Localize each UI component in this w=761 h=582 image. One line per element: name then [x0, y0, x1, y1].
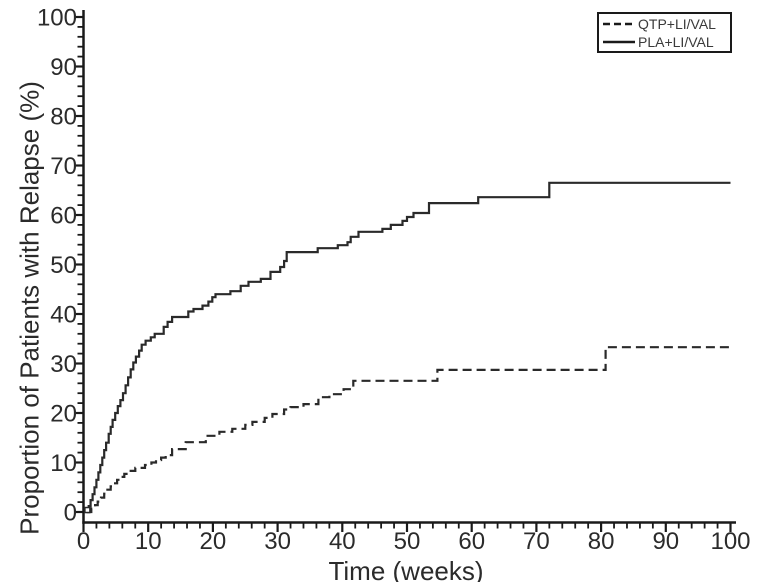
legend-item-qtp: QTP+LI/VAL: [603, 15, 730, 33]
y-tick-label-80: 80: [50, 104, 77, 131]
x-tick-label-60: 60: [458, 528, 485, 555]
legend-label-pla: PLA+LI/VAL: [638, 33, 714, 50]
y-tick-label-30: 30: [50, 351, 77, 378]
y-tick-label-20: 20: [50, 401, 77, 428]
y-tick-label-50: 50: [50, 252, 77, 279]
x-axis-title: Time (weeks): [328, 556, 484, 582]
legend-line-solid-icon: [603, 40, 635, 43]
origin-marker: [84, 506, 91, 514]
y-tick-label-70: 70: [50, 153, 77, 180]
y-tick-label-60: 60: [50, 203, 77, 230]
legend-box: QTP+LI/VAL PLA+LI/VAL: [597, 12, 732, 53]
y-tick-label-40: 40: [50, 302, 77, 329]
x-tick-label-100: 100: [710, 528, 750, 555]
x-tick-label-10: 10: [135, 528, 162, 555]
x-tick-label-90: 90: [652, 528, 679, 555]
legend-label-qtp: QTP+LI/VAL: [638, 15, 716, 32]
y-tick-label-90: 90: [50, 54, 77, 81]
x-tick-label-40: 40: [329, 528, 356, 555]
y-axis-title: Proportion of Patients with Relapse (%): [14, 81, 45, 535]
y-tick-label-10: 10: [50, 450, 77, 477]
x-tick-label-70: 70: [523, 528, 550, 555]
x-tick-label-30: 30: [264, 528, 291, 555]
legend-item-pla: PLA+LI/VAL: [603, 33, 730, 51]
curve-qtp-li-val: [86, 346, 731, 514]
legend-line-dashed-icon: [603, 22, 635, 25]
x-tick-label-50: 50: [394, 528, 421, 555]
x-tick-label-20: 20: [200, 528, 227, 555]
curve-pla-li-val: [86, 181, 731, 514]
x-tick-label-0: 0: [77, 528, 90, 555]
y-tick-label-100: 100: [37, 5, 77, 32]
y-tick-label-0: 0: [64, 500, 77, 527]
x-tick-label-80: 80: [588, 528, 615, 555]
